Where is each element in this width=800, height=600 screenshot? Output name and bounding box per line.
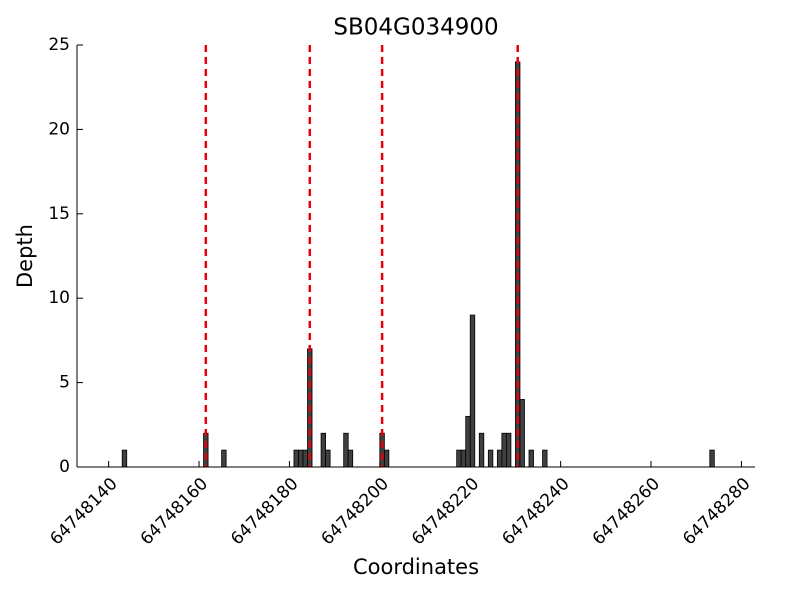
bar	[505, 432, 512, 468]
y-tick-label: 10	[48, 288, 70, 308]
bar	[519, 399, 525, 468]
x-tick-label: 64748160	[137, 474, 212, 549]
bar	[478, 432, 485, 468]
y-tick-label: 0	[59, 457, 70, 477]
bar	[469, 314, 476, 468]
bar	[379, 432, 385, 468]
chart-title: SB04G034900	[333, 15, 498, 41]
bar	[456, 449, 462, 468]
x-tick-label: 64748240	[498, 474, 573, 549]
x-axis-label: Coordinates	[353, 555, 479, 579]
bar	[383, 449, 390, 468]
x-tick-label: 64748280	[679, 474, 754, 549]
bar	[121, 449, 128, 468]
bar	[528, 449, 534, 468]
x-tick-label: 64748200	[318, 474, 393, 549]
bar	[221, 449, 227, 468]
bar	[320, 432, 326, 468]
bar	[501, 432, 507, 468]
x-tick-label: 64748220	[408, 474, 483, 549]
bar	[487, 449, 494, 468]
y-tick-label: 5	[59, 373, 70, 393]
bar	[343, 432, 349, 468]
bar	[542, 449, 548, 468]
bar	[347, 449, 354, 468]
bar	[298, 449, 304, 468]
bar	[203, 432, 209, 468]
y-tick-label: 15	[48, 204, 70, 224]
y-tick-label: 20	[48, 119, 70, 139]
x-tick-label: 64748140	[46, 474, 121, 549]
bar	[460, 449, 467, 468]
y-tick-label: 25	[48, 35, 70, 55]
bar	[709, 449, 715, 468]
x-tick-label: 64748180	[227, 474, 302, 549]
x-tick-label: 64748260	[589, 474, 664, 549]
bar	[465, 415, 471, 468]
bar	[302, 449, 308, 468]
bar	[325, 449, 331, 468]
y-axis-label: Depth	[13, 224, 37, 288]
bar	[496, 449, 503, 468]
bar	[293, 449, 299, 468]
